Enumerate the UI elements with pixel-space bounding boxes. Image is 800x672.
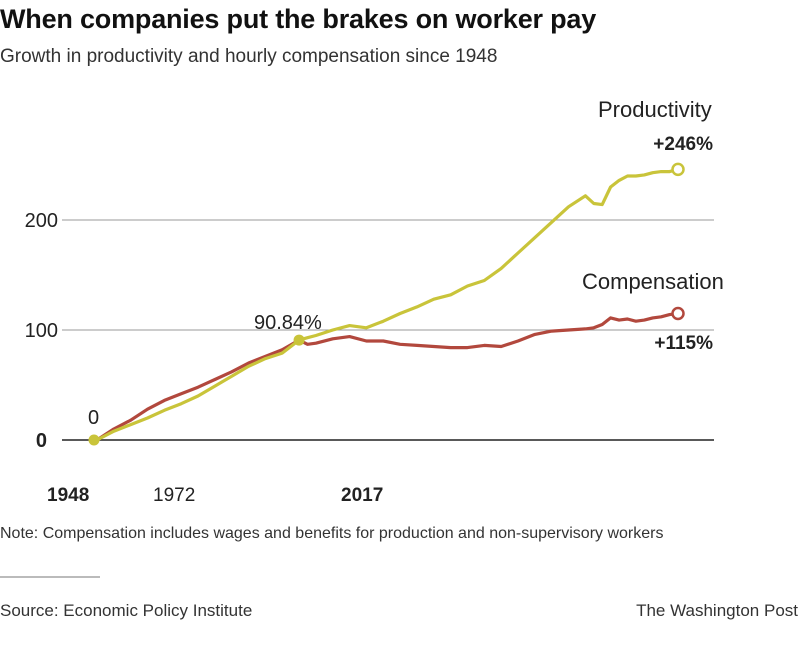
y-tick-label-200: 200 bbox=[25, 210, 58, 232]
productivity-end-marker bbox=[671, 162, 685, 177]
line-chart: 0 100 200 1948 1972 2017 0 90.84% Productivity +2… bbox=[25, 97, 724, 506]
break-point-label: 90.84% bbox=[254, 312, 322, 334]
y-tick-label-0: 0 bbox=[36, 430, 47, 452]
series-label-compensation: Compensation bbox=[582, 269, 724, 294]
start-point-marker bbox=[88, 434, 100, 446]
start-point-label: 0 bbox=[88, 407, 99, 429]
x-tick-label-1972: 1972 bbox=[153, 485, 195, 506]
y-tick-label-100: 100 bbox=[25, 320, 58, 342]
footer-divider bbox=[0, 576, 100, 578]
chart-note: Note: Compensation includes wages and be… bbox=[0, 525, 664, 542]
series-label-productivity: Productivity bbox=[598, 97, 712, 122]
series-line-compensation bbox=[95, 311, 680, 442]
source-text: Source: Economic Policy Institute bbox=[0, 601, 253, 620]
break-point-marker bbox=[293, 334, 305, 346]
series-line-productivity bbox=[95, 167, 680, 442]
publisher-credit: The Washington Post bbox=[636, 601, 798, 620]
x-tick-label-2017: 2017 bbox=[341, 485, 383, 506]
end-value-label-compensation: +115% bbox=[654, 333, 713, 354]
x-tick-label-1948: 1948 bbox=[47, 485, 89, 506]
chart-title: When companies put the brakes on worker … bbox=[0, 4, 597, 34]
chart-subtitle: Growth in productivity and hourly compen… bbox=[0, 46, 498, 67]
end-value-label-productivity: +246% bbox=[653, 134, 713, 155]
compensation-end-marker bbox=[671, 306, 685, 321]
